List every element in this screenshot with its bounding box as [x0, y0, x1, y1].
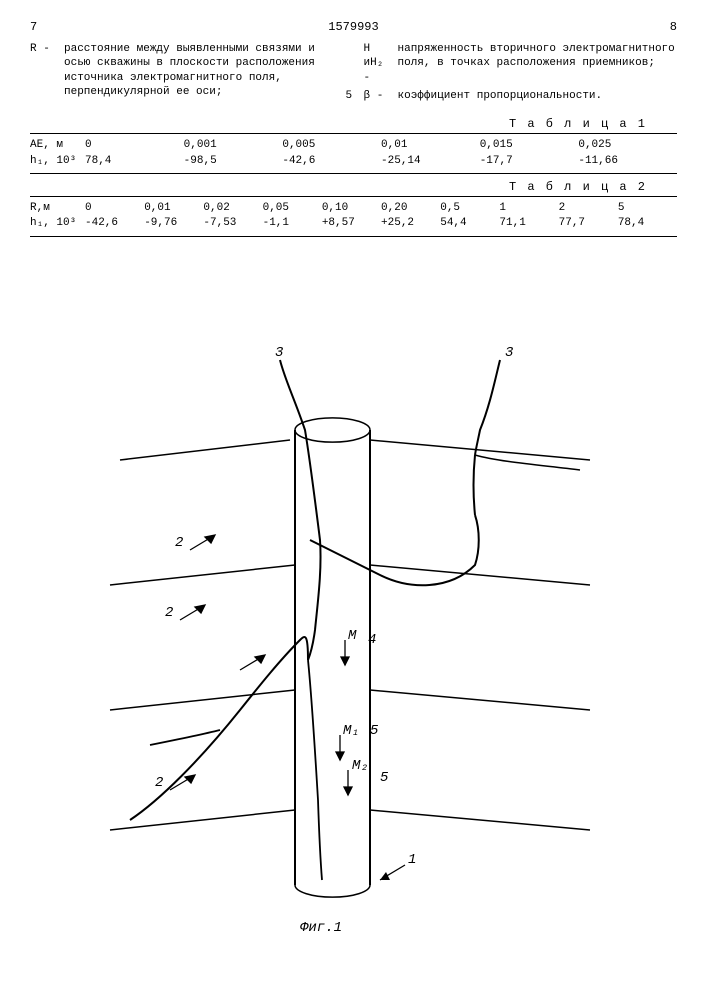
figure-label-M2: M₂	[352, 758, 369, 774]
page-header: 7 1579993 8	[30, 20, 677, 34]
table2-cell: 0,01	[144, 201, 203, 216]
table2-label: Т а б л и ц а 2	[30, 180, 647, 194]
figure-caption: Фиг.1	[300, 920, 342, 936]
figure-1: 3 3 2 2 2 M 4 M₁ 5 M₂ 5 1	[80, 340, 620, 940]
figure-label-3a: 3	[275, 345, 283, 361]
table2-cell: +25,2	[381, 216, 440, 231]
table1-cell: -98,5	[184, 154, 283, 169]
table2-cell: 0,05	[263, 201, 322, 216]
figure-label-2a: 2	[175, 535, 183, 551]
table1-cell: 0,005	[282, 138, 381, 153]
figure-label-2b: 2	[165, 605, 173, 621]
line-marker-5: 5	[346, 89, 353, 103]
table1-cell: -42,6	[282, 154, 381, 169]
table1-cell: -25,14	[381, 154, 480, 169]
figure-label-4: 4	[368, 632, 376, 648]
figure-label-2c: 2	[155, 775, 163, 791]
definitions-right: H иH₂ - напряженность вторичного электро…	[364, 42, 678, 107]
figure-label-5b: 5	[380, 770, 388, 786]
table2-cell: 77,7	[559, 216, 618, 231]
table1-cell: 0,001	[184, 138, 283, 153]
def-text-R: расстояние между выявленными связями и о…	[64, 42, 344, 99]
def-symbol-R: R -	[30, 42, 58, 99]
table2-cell: -1,1	[263, 216, 322, 231]
table2-cell: -9,76	[144, 216, 203, 231]
table2: R,м 0 0,01 0,02 0,05 0,10 0,20 0,5 1 2 5…	[30, 196, 677, 237]
table1-label: Т а б л и ц а 1	[30, 117, 647, 131]
table2-cell: 54,4	[440, 216, 499, 231]
table2-cell: 2	[559, 201, 618, 216]
figure-label-3b: 3	[505, 345, 513, 361]
def-text-beta: коэффициент пропорциональности.	[398, 89, 603, 103]
table1-cell: 0,025	[578, 138, 677, 153]
table2-cell: -7,53	[203, 216, 262, 231]
table2-cell: 0,10	[322, 201, 381, 216]
table2-cell: -42,6	[85, 216, 144, 231]
table2-row1-label: R,м	[30, 201, 85, 216]
table1: AE, м 0 0,001 0,005 0,01 0,015 0,025 h₁,…	[30, 133, 677, 174]
table2-row2-label: h₁, 10³	[30, 216, 85, 231]
table2-cell: +8,57	[322, 216, 381, 231]
table2-cell: 78,4	[618, 216, 677, 231]
table1-cell: 0,015	[480, 138, 579, 153]
table1-cell: 78,4	[85, 154, 184, 169]
table2-cell: 0,5	[440, 201, 499, 216]
table1-cell: -11,66	[578, 154, 677, 169]
left-column-number: 7	[30, 20, 37, 34]
def-text-H: напряженность вторичного электромагнитно…	[398, 42, 678, 85]
definitions-block: R - расстояние между выявленными связями…	[30, 42, 677, 107]
right-column-number: 8	[670, 20, 677, 34]
table1-cell: 0,01	[381, 138, 480, 153]
figure-label-5a: 5	[370, 723, 378, 739]
table1-cell: -17,7	[480, 154, 579, 169]
table1-cell: 0	[85, 138, 184, 153]
figure-label-M1: M₁	[343, 723, 360, 739]
table2-cell: 0,02	[203, 201, 262, 216]
table2-cell: 71,1	[499, 216, 558, 231]
definitions-left: R - расстояние между выявленными связями…	[30, 42, 344, 107]
document-number: 1579993	[37, 20, 670, 34]
def-symbol-H: H иH₂ -	[364, 42, 392, 85]
figure-label-M: M	[348, 628, 356, 644]
table2-cell: 0,20	[381, 201, 440, 216]
table1-row1-label: AE, м	[30, 138, 85, 153]
table1-row2-label: h₁, 10³	[30, 154, 85, 169]
def-symbol-beta: β -	[364, 89, 392, 103]
table2-cell: 1	[499, 201, 558, 216]
table2-cell: 5	[618, 201, 677, 216]
table2-cell: 0	[85, 201, 144, 216]
figure-label-1: 1	[408, 852, 416, 868]
